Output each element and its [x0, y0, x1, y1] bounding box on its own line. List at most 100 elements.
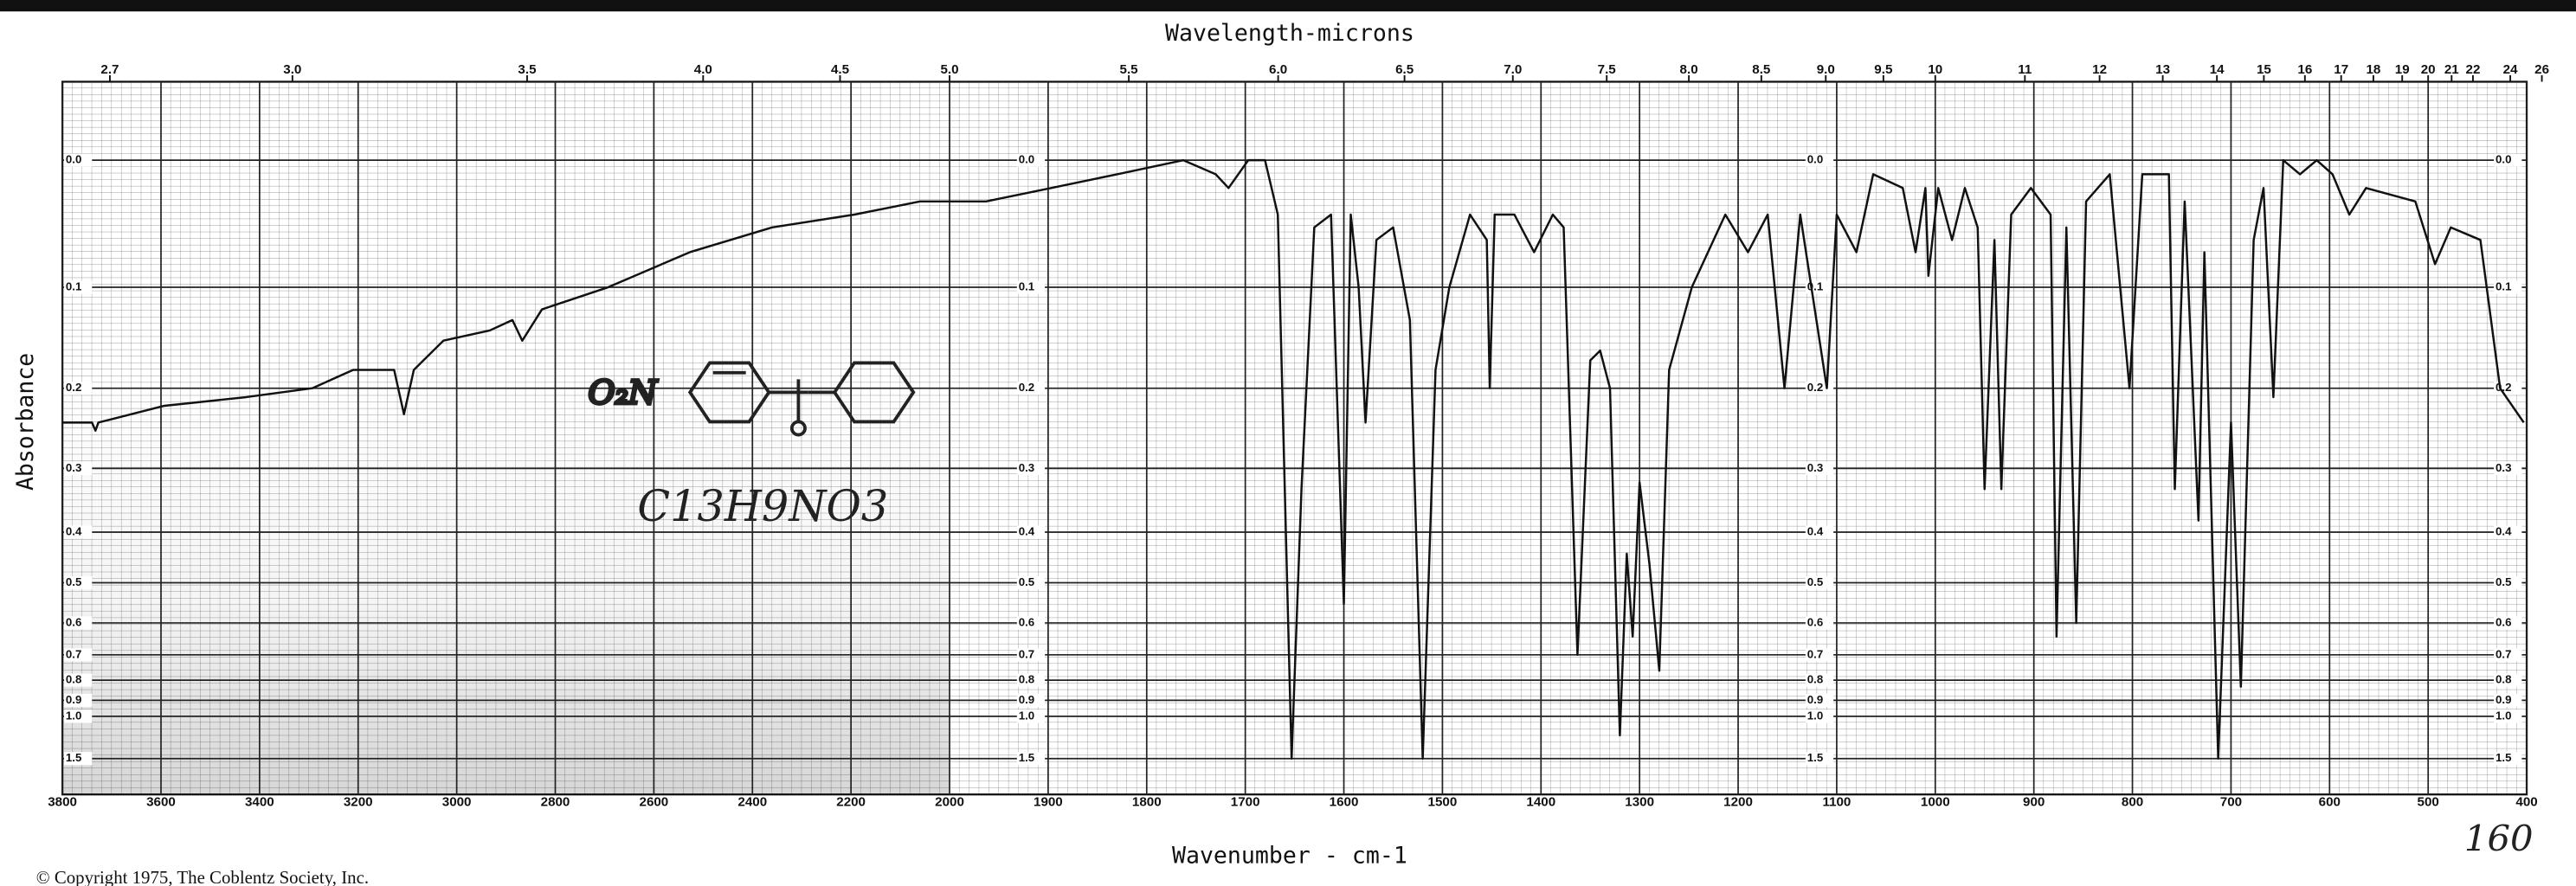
y-tick-label: 0.8 — [1807, 673, 1823, 686]
y-tick-label: 0.8 — [66, 673, 81, 686]
y-tick-label: 1.0 — [66, 709, 81, 722]
y-label-bg — [2494, 693, 2522, 707]
x2-tick-label: 17 — [2334, 62, 2348, 77]
y-tick-label: 0.0 — [1807, 153, 1823, 166]
y-label-bg — [1016, 693, 1046, 707]
y-axis-label: Absorbance — [12, 353, 39, 491]
x-tick-label: 3600 — [146, 795, 176, 810]
x-tick-label: 400 — [2515, 795, 2537, 810]
y-tick-label: 0.6 — [1019, 615, 1034, 628]
x-tick-label: 1400 — [1526, 795, 1555, 810]
y-label-bg — [1016, 525, 1046, 539]
x-tick-label: 900 — [2023, 795, 2045, 810]
y-label-bg — [1805, 752, 1834, 766]
y-label-bg — [1805, 525, 1834, 539]
y-tick-label: 0.0 — [1019, 153, 1034, 166]
structure-sketch: O₂N — [587, 361, 916, 437]
y-tick-label: 0.8 — [2496, 673, 2511, 686]
x-tick-label: 3000 — [442, 795, 472, 810]
y-label-bg — [64, 616, 93, 630]
y-label-bg — [1805, 709, 1834, 723]
formula-annotation: C13H9NO3 — [637, 481, 888, 531]
scan-shade — [62, 359, 950, 795]
y-tick-label: 0.7 — [66, 647, 81, 660]
y-label-bg — [2494, 280, 2522, 294]
y-tick-label: 0.9 — [1019, 693, 1034, 706]
x2-tick-label: 15 — [2257, 62, 2271, 77]
x-tick-label: 2200 — [836, 795, 866, 810]
x-tick-label: 1200 — [1723, 795, 1753, 810]
y-tick-label: 0.9 — [1807, 693, 1823, 706]
y-label-bg — [2494, 673, 2522, 687]
page-note: 160 — [2464, 818, 2534, 860]
y-label-bg — [64, 709, 93, 723]
spectrum-line — [62, 158, 2525, 760]
y-label-bg — [64, 648, 93, 662]
y-tick-label: 1.0 — [1807, 709, 1823, 722]
y-label-bg — [1016, 616, 1046, 630]
y-label-bg — [1805, 693, 1834, 707]
x2-tick-label: 5.5 — [1120, 62, 1138, 77]
y-tick-label: 0.2 — [66, 381, 81, 394]
y-label-bg — [1016, 648, 1046, 662]
x-tick-label: 1100 — [1822, 795, 1851, 810]
sketch-text: O₂N — [588, 374, 658, 412]
x2-tick-label: 11 — [2018, 62, 2032, 77]
x2-tick-label: 14 — [2210, 62, 2225, 77]
y-tick-label: 0.6 — [2496, 615, 2511, 628]
y-label-bg — [2494, 752, 2522, 766]
y-tick-label: 0.7 — [1019, 647, 1034, 660]
y-label-bg — [64, 153, 93, 167]
x2-tick-label: 4.0 — [694, 62, 712, 77]
y-label-bg — [1805, 616, 1834, 630]
y-tick-label: 0.5 — [1807, 575, 1823, 588]
y-label-bg — [2494, 648, 2522, 662]
x-tick-label: 2000 — [935, 795, 964, 810]
y-tick-label: 1.0 — [1019, 709, 1034, 722]
x2-tick-label: 24 — [2503, 62, 2518, 77]
y-label-bg — [1016, 575, 1046, 590]
x-tick-label: 1500 — [1428, 795, 1458, 810]
x-tick-label: 1600 — [1330, 795, 1359, 810]
y-tick-label: 0.3 — [1019, 461, 1034, 474]
y-tick-label: 0.4 — [2496, 525, 2512, 538]
y-label-bg — [2494, 461, 2522, 475]
x-tick-label: 1800 — [1132, 795, 1162, 810]
x2-tick-label: 9.5 — [1874, 62, 1892, 77]
y-label-bg — [64, 752, 93, 766]
y-tick-label: 0.8 — [1019, 673, 1034, 686]
y-tick-label: 0.3 — [1807, 461, 1823, 474]
y-tick-label: 0.2 — [1019, 381, 1034, 394]
y-label-bg — [64, 693, 93, 707]
y-label-bg — [1016, 382, 1046, 395]
x2-tick-label: 2.7 — [100, 62, 119, 77]
y-tick-label: 0.5 — [2496, 575, 2511, 588]
x2-tick-label: 7.0 — [1504, 62, 1522, 77]
y-label-bg — [64, 280, 93, 294]
x2-tick-label: 26 — [2534, 62, 2549, 77]
y-tick-label: 0.3 — [66, 461, 81, 474]
y-label-bg — [2494, 525, 2522, 539]
x2-tick-label: 20 — [2421, 62, 2436, 77]
y-tick-label: 1.5 — [1019, 751, 1034, 764]
x2-tick-label: 19 — [2395, 62, 2410, 77]
y-tick-label: 0.4 — [1807, 525, 1824, 538]
y-label-bg — [1805, 461, 1834, 475]
x-tick-label: 800 — [2122, 795, 2143, 810]
x2-tick-label: 8.0 — [1680, 62, 1698, 77]
y-label-bg — [64, 525, 93, 539]
y-tick-label: 0.7 — [2496, 647, 2511, 660]
x-tick-label: 3400 — [245, 795, 274, 810]
y-label-bg — [64, 575, 93, 590]
y-tick-label: 1.5 — [2496, 751, 2511, 764]
y-tick-label: 0.4 — [1019, 525, 1035, 538]
x2-tick-label: 10 — [1928, 62, 1942, 77]
y-tick-label: 1.0 — [2496, 709, 2511, 722]
y-tick-label: 0.0 — [2496, 153, 2511, 166]
y-label-bg — [2494, 382, 2522, 395]
y-tick-label: 0.1 — [2496, 280, 2511, 293]
x-axis-label: Wavenumber - cm-1 — [1172, 843, 1407, 870]
x-tick-label: 1300 — [1625, 795, 1654, 810]
y-tick-label: 0.6 — [66, 615, 81, 628]
